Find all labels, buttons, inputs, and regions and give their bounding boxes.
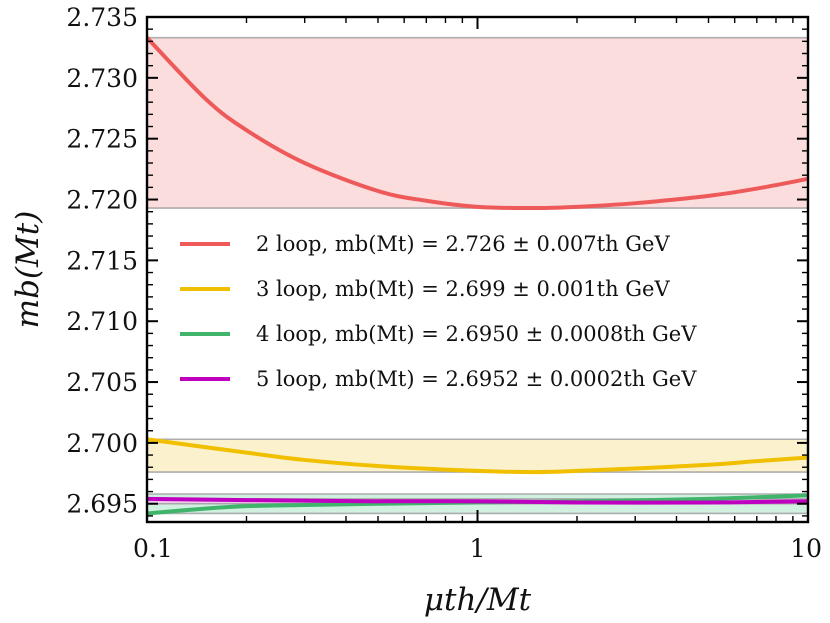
y-tick-label: 2.700: [66, 429, 138, 458]
y-tick-label: 2.695: [66, 490, 138, 519]
series-line-5-loop: [146, 496, 809, 505]
series-line-3-loop: [146, 437, 809, 475]
legend-label-5-loop: 5 loop, mb(Mt) = 2.6952 ± 0.0002th GeV: [256, 367, 697, 391]
tick-labels: 2.695 2.700 2.705 2.710 2.715 2.720 2.725 2.730…: [66, 3, 822, 563]
x-tick-label: 1: [470, 534, 486, 563]
y-axis-title: mb(Mt): [10, 211, 46, 329]
x-axis-title: μth/Mt: [424, 582, 532, 618]
x-tick-label: 0.1: [133, 534, 173, 563]
series-lines: [145, 36, 809, 516]
y-tick-label: 2.710: [66, 307, 138, 336]
y-tick-label: 2.735: [66, 3, 138, 32]
band-3-loop: [147, 439, 808, 473]
x-tick-label: 10: [790, 534, 822, 563]
axis-titles: μth/Mt mb(Mt): [10, 211, 532, 618]
y-tick-label: 2.715: [66, 246, 138, 275]
y-tick-label: 2.725: [66, 125, 138, 154]
series-line-2-loop: [145, 36, 809, 211]
y-tick-label: 2.705: [66, 368, 138, 397]
plot-frame: [145, 15, 810, 524]
legend: 2 loop, mb(Mt) = 2.726 ± 0.007th GeV 3 lo…: [180, 232, 697, 391]
y-tick-label: 2.730: [66, 64, 138, 93]
legend-label-3-loop: 3 loop, mb(Mt) = 2.699 ± 0.001th GeV: [256, 277, 670, 301]
legend-label-4-loop: 4 loop, mb(Mt) = 2.6950 ± 0.0008th GeV: [256, 322, 697, 346]
band-2-loop: [147, 37, 808, 209]
series-line-4-loop: [146, 493, 809, 516]
uncertainty-bands: [147, 37, 808, 514]
legend-label-2-loop: 2 loop, mb(Mt) = 2.726 ± 0.007th GeV: [256, 232, 670, 256]
y-tick-label: 2.720: [66, 186, 138, 215]
